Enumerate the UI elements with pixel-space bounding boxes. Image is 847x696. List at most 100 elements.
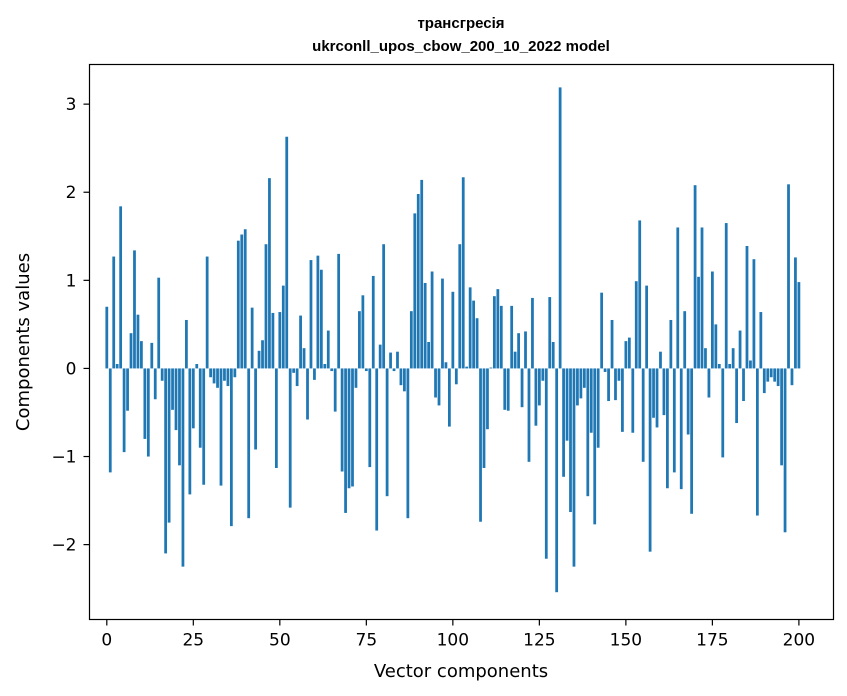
bar-1 [108, 368, 112, 473]
bar-172 [700, 227, 704, 369]
bar-183 [738, 330, 742, 369]
bar-72 [354, 368, 358, 388]
bar-52 [285, 136, 289, 369]
bar-144 [603, 368, 607, 372]
x-axis-label: Vector components [374, 661, 548, 682]
bar-70 [347, 368, 351, 489]
bar-71 [351, 368, 354, 487]
bar-83 [392, 368, 396, 372]
bar-193 [773, 368, 777, 382]
x-tick-label: 175 [696, 631, 728, 651]
bar-157 [648, 368, 652, 552]
bar-25 [191, 368, 195, 429]
bar-66 [333, 368, 337, 412]
bar-0 [105, 306, 109, 369]
bar-43 [254, 368, 257, 450]
bar-173 [704, 348, 707, 369]
bar-155 [641, 368, 645, 462]
bar-149 [621, 368, 624, 432]
bar-87 [406, 368, 410, 519]
y-tick-label: −2 [51, 536, 76, 556]
bar-77 [371, 275, 375, 369]
bar-96 [437, 368, 441, 406]
bar-146 [610, 319, 614, 369]
bar-168 [686, 368, 690, 435]
bar-48 [271, 312, 275, 369]
bar-63 [323, 364, 327, 369]
plot-frame [88, 63, 835, 621]
bar-46 [264, 244, 268, 369]
bar-76 [368, 368, 372, 468]
bar-125 [537, 368, 541, 406]
bar-112 [492, 296, 496, 369]
bar-137 [579, 368, 583, 399]
bar-103 [461, 177, 465, 369]
bar-41 [247, 368, 251, 519]
bar-135 [572, 368, 576, 567]
bar-86 [403, 368, 406, 392]
bar-42 [250, 307, 254, 369]
bar-156 [645, 285, 649, 369]
bar-12 [146, 368, 150, 457]
bar-40 [243, 229, 247, 369]
bar-129 [551, 342, 555, 369]
bar-106 [472, 300, 475, 369]
bar-50 [278, 312, 282, 369]
bar-150 [624, 341, 628, 369]
bar-85 [399, 368, 403, 386]
bar-110 [486, 368, 489, 430]
bar-88 [409, 311, 413, 369]
bar-2 [112, 256, 116, 369]
bar-15 [157, 277, 161, 369]
bar-140 [589, 368, 593, 433]
bar-91 [420, 179, 424, 369]
bar-185 [745, 245, 749, 369]
bar-184 [742, 368, 745, 402]
bar-62 [319, 269, 323, 369]
bar-9 [136, 314, 140, 369]
bar-197 [787, 184, 790, 369]
y-tick-label: 0 [66, 359, 77, 379]
bar-177 [717, 364, 721, 369]
bar-89 [413, 213, 417, 369]
bar-200 [797, 282, 801, 369]
bar-181 [731, 348, 735, 369]
bar-61 [316, 255, 320, 369]
bar-3 [115, 364, 119, 369]
bar-59 [309, 260, 313, 369]
bar-180 [728, 364, 732, 369]
bar-94 [430, 271, 434, 369]
chart-subtitle: ukrconll_upos_cbow_200_10_2022 model [312, 38, 610, 55]
bar-153 [634, 281, 638, 369]
bar-55 [295, 368, 299, 387]
bar-95 [434, 368, 437, 398]
bar-175 [711, 271, 714, 369]
bar-49 [274, 368, 278, 468]
bar-111 [489, 367, 493, 369]
bar-139 [586, 368, 590, 497]
bar-44 [257, 350, 261, 369]
bar-128 [548, 297, 552, 369]
bar-132 [562, 368, 565, 477]
bar-167 [683, 311, 687, 369]
bar-133 [565, 368, 569, 441]
bar-100 [451, 291, 455, 369]
bar-57 [302, 348, 306, 369]
bar-73 [358, 311, 361, 369]
y-ticks-group: −2 −1 0 1 2 3 [51, 95, 90, 556]
bar-31 [212, 368, 216, 384]
bar-5 [122, 368, 126, 453]
bar-120 [520, 368, 524, 408]
bar-114 [499, 305, 503, 369]
bar-171 [697, 276, 700, 369]
bar-147 [614, 368, 617, 401]
bar-105 [468, 287, 472, 369]
bar-164 [672, 368, 676, 473]
bar-16 [160, 368, 164, 381]
bar-34 [223, 368, 226, 381]
bar-124 [534, 368, 538, 426]
x-tick-label: 25 [182, 631, 204, 651]
bar-82 [389, 352, 392, 369]
y-tick-label: −1 [51, 448, 76, 468]
